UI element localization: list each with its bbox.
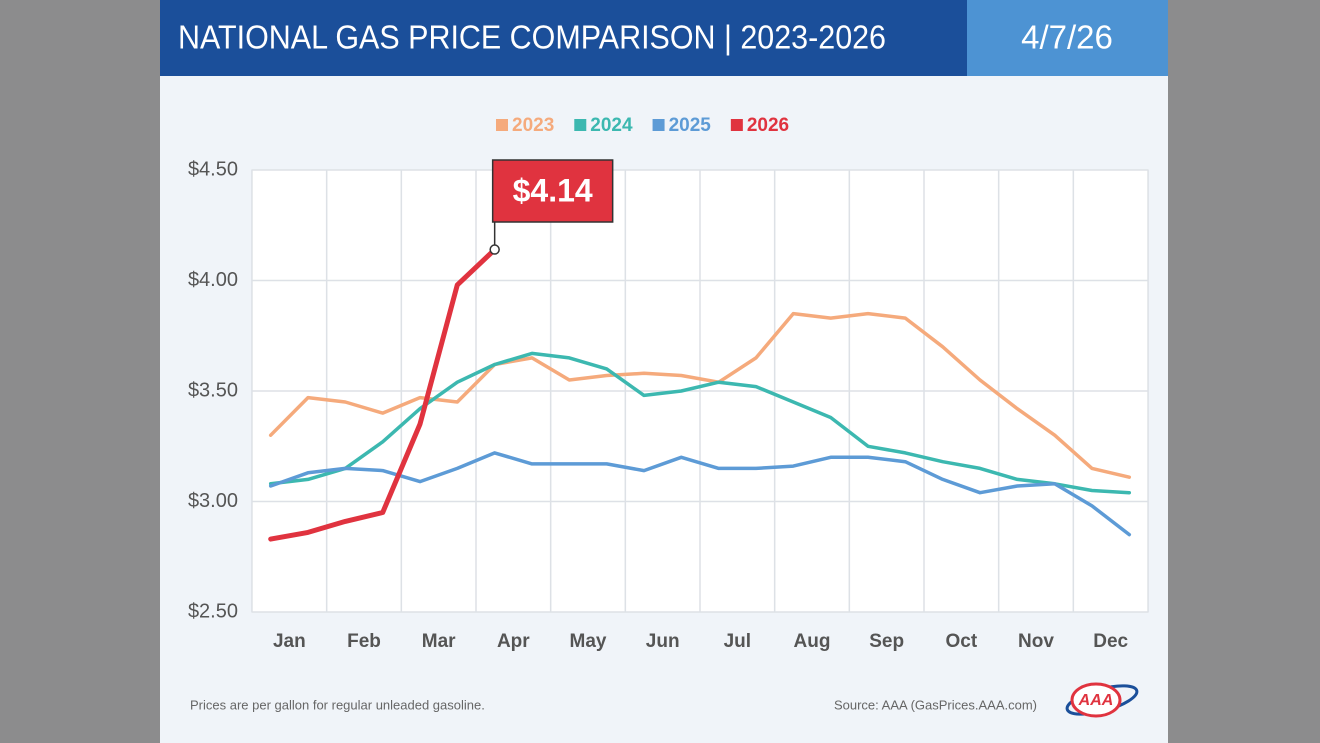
x-tick-label: May <box>570 631 607 652</box>
legend-swatch <box>496 119 508 131</box>
y-tick-label: $2.50 <box>188 600 238 622</box>
x-tick-label: Jul <box>724 631 751 652</box>
series-line <box>268 247 498 542</box>
callout-box <box>491 159 614 223</box>
x-tick-label: Jun <box>646 631 680 652</box>
legend-swatch <box>730 119 743 131</box>
legend-label: 2025 <box>669 115 712 136</box>
series-line <box>268 351 1132 495</box>
blur-left <box>0 0 160 743</box>
logo-text: AAA <box>1078 692 1114 709</box>
date: 4/7/26 <box>1021 19 1113 56</box>
y-tick-label: $4.50 <box>188 158 238 180</box>
x-tick-label: Jan <box>273 631 306 652</box>
y-tick-label: $3.00 <box>188 490 238 512</box>
legend-label: 2023 <box>512 115 554 136</box>
x-tick-label: Sep <box>869 631 904 652</box>
legend-swatch <box>574 119 587 131</box>
x-tick-label: Mar <box>422 631 456 652</box>
value-label: $4.14 <box>513 172 593 208</box>
series-line <box>268 311 1132 479</box>
legend-label: 2024 <box>590 115 633 136</box>
x-tick-label: Dec <box>1093 631 1128 652</box>
end-point <box>489 244 500 255</box>
chart-title: NATIONAL GAS PRICE COMPARISON | 2023-202… <box>178 19 886 56</box>
y-tick-label: $3.50 <box>188 379 238 401</box>
blur-right <box>1168 0 1320 743</box>
date-box <box>967 0 1168 76</box>
source: Source: AAA (GasPrices.AAA.com) <box>834 697 1037 712</box>
x-tick-label: Apr <box>497 631 530 652</box>
x-tick-label: Oct <box>945 631 977 652</box>
aaa-logo: AAA <box>1065 682 1139 718</box>
footnote: Prices are per gallon for regular unlead… <box>190 697 485 712</box>
legend-label: 2026 <box>747 115 789 136</box>
legend-swatch <box>652 119 665 131</box>
y-tick-label: $4.00 <box>188 269 238 291</box>
x-tick-label: Feb <box>347 631 381 652</box>
series-line <box>268 451 1132 537</box>
x-tick-label: Aug <box>794 631 831 652</box>
x-tick-label: Nov <box>1018 631 1054 652</box>
header-bar <box>160 0 968 76</box>
